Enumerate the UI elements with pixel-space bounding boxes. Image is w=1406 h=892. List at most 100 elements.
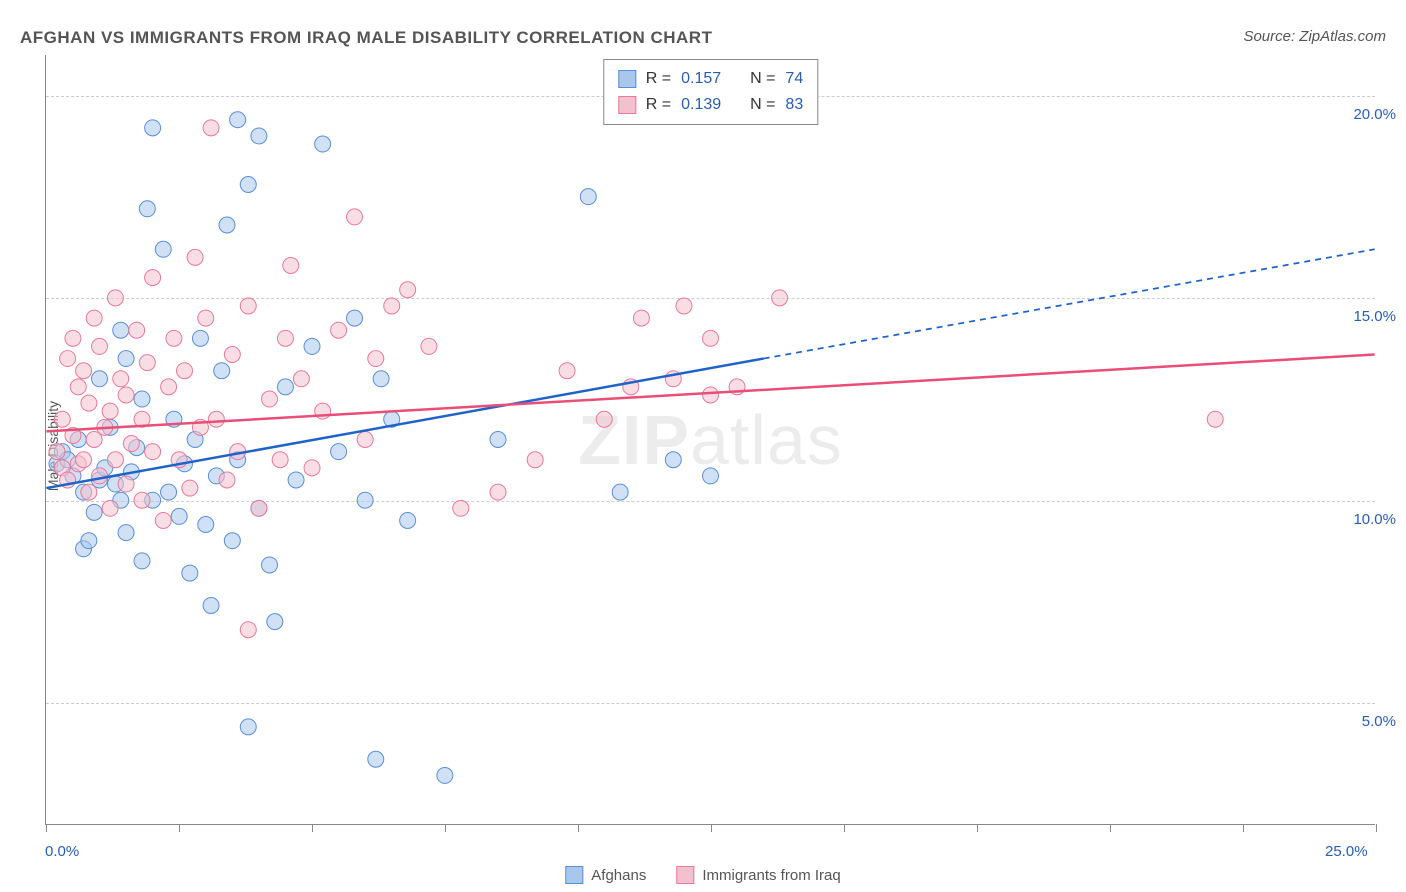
x-tick — [312, 824, 313, 832]
scatter-point — [92, 371, 108, 387]
scatter-point — [60, 351, 76, 367]
scatter-point — [107, 290, 123, 306]
scatter-point — [118, 525, 134, 541]
x-tick — [578, 824, 579, 832]
scatter-point — [113, 371, 129, 387]
scatter-point — [187, 249, 203, 265]
scatter-point — [118, 351, 134, 367]
plot-area: ZIPatlas R = 0.157 N = 74 R = 0.139 N = … — [45, 55, 1375, 825]
scatter-point — [134, 492, 150, 508]
scatter-point — [331, 322, 347, 338]
r-label: R = — [646, 92, 671, 118]
scatter-point — [490, 432, 506, 448]
scatter-point — [1207, 411, 1223, 427]
scatter-point — [453, 500, 469, 516]
scatter-point — [134, 391, 150, 407]
scatter-point — [400, 512, 416, 528]
x-tick-label: 25.0% — [1325, 843, 1368, 860]
scatter-point — [155, 241, 171, 257]
scatter-point — [182, 565, 198, 581]
scatter-point — [107, 452, 123, 468]
scatter-point — [76, 452, 92, 468]
scatter-point — [331, 444, 347, 460]
scatter-point — [171, 508, 187, 524]
scatter-point — [155, 512, 171, 528]
swatch-iraq — [618, 96, 636, 114]
scatter-point — [293, 371, 309, 387]
source-label: Source: ZipAtlas.com — [1243, 28, 1386, 45]
x-tick — [1243, 824, 1244, 832]
scatter-point — [49, 444, 65, 460]
scatter-point — [251, 500, 267, 516]
scatter-point — [240, 622, 256, 638]
corr-row-1: R = 0.139 N = 83 — [618, 92, 803, 118]
scatter-point — [277, 379, 293, 395]
scatter-point — [596, 411, 612, 427]
scatter-point — [580, 189, 596, 205]
scatter-point — [251, 128, 267, 144]
scatter-point — [161, 379, 177, 395]
scatter-point — [166, 330, 182, 346]
scatter-point — [214, 363, 230, 379]
trendline — [46, 359, 763, 489]
scatter-point — [145, 444, 161, 460]
scatter-point — [304, 338, 320, 354]
scatter-point — [102, 403, 118, 419]
scatter-point — [347, 209, 363, 225]
chart-title: AFGHAN VS IMMIGRANTS FROM IRAQ MALE DISA… — [20, 28, 712, 48]
scatter-point — [437, 767, 453, 783]
scatter-point — [267, 614, 283, 630]
r-label: R = — [646, 66, 671, 92]
n-value-0: 74 — [785, 66, 803, 92]
x-tick-label: 0.0% — [45, 843, 79, 860]
scatter-point — [527, 452, 543, 468]
x-tick — [179, 824, 180, 832]
scatter-point — [219, 472, 235, 488]
scatter-point — [161, 484, 177, 500]
scatter-point — [177, 363, 193, 379]
scatter-point — [240, 177, 256, 193]
scatter-point — [262, 391, 278, 407]
scatter-point — [315, 136, 331, 152]
scatter-point — [92, 468, 108, 484]
scatter-point — [224, 347, 240, 363]
scatter-point — [203, 120, 219, 136]
chart-container: AFGHAN VS IMMIGRANTS FROM IRAQ MALE DISA… — [0, 0, 1406, 892]
scatter-point — [277, 330, 293, 346]
n-label: N = — [750, 92, 775, 118]
n-label: N = — [750, 66, 775, 92]
scatter-point — [240, 298, 256, 314]
scatter-point — [203, 597, 219, 613]
scatter-point — [129, 322, 145, 338]
scatter-point — [559, 363, 575, 379]
legend-item-afghans: Afghans — [565, 866, 646, 884]
legend-label-0: Afghans — [591, 867, 646, 884]
scatter-point — [703, 330, 719, 346]
scatter-point — [123, 436, 139, 452]
scatter-point — [224, 533, 240, 549]
scatter-point — [86, 310, 102, 326]
scatter-point — [198, 517, 214, 533]
scatter-point — [113, 322, 129, 338]
scatter-point — [272, 452, 288, 468]
scatter-point — [145, 270, 161, 286]
x-tick — [1376, 824, 1377, 832]
x-tick — [844, 824, 845, 832]
scatter-point — [421, 338, 437, 354]
scatter-point — [612, 484, 628, 500]
scatter-point — [703, 468, 719, 484]
x-tick — [977, 824, 978, 832]
scatter-point — [54, 411, 70, 427]
x-tick — [711, 824, 712, 832]
scatter-point — [219, 217, 235, 233]
scatter-point — [70, 379, 86, 395]
x-tick — [1110, 824, 1111, 832]
scatter-point — [208, 411, 224, 427]
x-tick — [46, 824, 47, 832]
scatter-point — [357, 432, 373, 448]
scatter-point — [490, 484, 506, 500]
scatter-point — [633, 310, 649, 326]
bottom-legend: Afghans Immigrants from Iraq — [565, 866, 840, 884]
scatter-point — [118, 476, 134, 492]
x-tick — [445, 824, 446, 832]
